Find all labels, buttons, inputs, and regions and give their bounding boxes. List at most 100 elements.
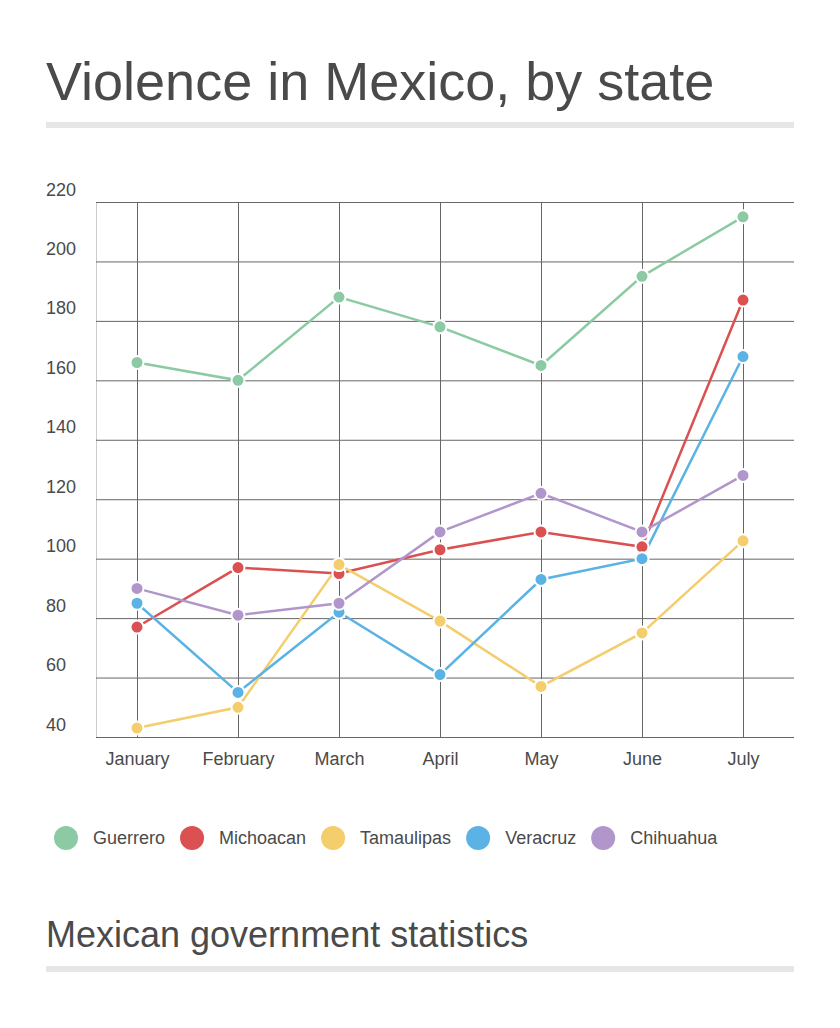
data-point	[333, 558, 346, 571]
x-tick-label: April	[422, 749, 458, 769]
data-point	[131, 597, 144, 610]
legend-item: Tamaulipas	[321, 826, 451, 850]
x-tick: January	[105, 202, 169, 769]
data-point	[131, 722, 144, 735]
y-tick-label: 40	[46, 715, 66, 735]
x-tick: February	[202, 202, 274, 769]
y-grid-line	[96, 202, 794, 203]
y-tick-label: 80	[46, 596, 66, 616]
y-tick: 40	[46, 715, 794, 738]
data-point	[232, 701, 245, 714]
data-point	[737, 210, 750, 223]
y-tick-label: 180	[46, 298, 76, 318]
data-point	[131, 582, 144, 595]
y-grid-line	[96, 559, 794, 560]
legend-item: Michoacan	[180, 826, 306, 850]
data-point	[737, 534, 750, 547]
y-tick: 200	[46, 239, 794, 262]
x-tick-label: January	[105, 749, 169, 769]
data-point	[131, 356, 144, 369]
data-point	[737, 294, 750, 307]
y-grid-line	[96, 440, 794, 441]
x-tick-label: June	[623, 749, 662, 769]
data-point	[434, 320, 447, 333]
source: Mexican government statistics	[46, 914, 528, 955]
data-point	[636, 270, 649, 283]
legend-item: Veracruz	[466, 826, 576, 850]
y-axis: 40 60 80 100 120 140 160 180 200 220	[46, 180, 794, 738]
data-point	[535, 359, 548, 372]
source-rule	[46, 966, 794, 972]
plot-area	[131, 210, 750, 734]
y-tick-label: 100	[46, 536, 76, 556]
data-point	[232, 374, 245, 387]
data-point	[535, 487, 548, 500]
x-grid-line	[339, 202, 340, 737]
data-point	[636, 626, 649, 639]
y-tick: 180	[46, 298, 794, 321]
y-tick-label: 60	[46, 655, 66, 675]
y-tick-label: 160	[46, 358, 76, 378]
x-grid-line	[137, 202, 138, 737]
y-tick-label: 220	[46, 180, 76, 200]
data-point	[737, 469, 750, 482]
data-point	[535, 573, 548, 586]
y-grid-line	[96, 261, 794, 262]
data-point	[333, 291, 346, 304]
data-point	[232, 561, 245, 574]
chart: Violence in Mexico, by state 40 60 80 100 120…	[0, 0, 840, 1028]
y-tick-label: 120	[46, 477, 76, 497]
y-tick: 140	[46, 417, 794, 440]
x-grid-line	[238, 202, 239, 737]
legend: Guerrero Michoacan Tamaulipas Veracruz Chihu…	[54, 826, 718, 850]
x-tick-label: March	[314, 749, 364, 769]
x-tick: April	[422, 202, 458, 769]
x-tick: May	[524, 202, 558, 769]
data-point	[535, 525, 548, 538]
series-line	[137, 217, 743, 380]
data-point	[131, 621, 144, 634]
data-point	[535, 680, 548, 693]
legend-label: Veracruz	[505, 828, 576, 848]
y-tick-label: 200	[46, 239, 76, 259]
x-grid-line	[440, 202, 441, 737]
legend-swatch	[180, 826, 204, 850]
legend-label: Michoacan	[219, 828, 306, 848]
data-point	[636, 552, 649, 565]
legend-swatch	[591, 826, 615, 850]
y-grid-line	[96, 380, 794, 381]
data-point	[434, 543, 447, 556]
x-tick-label: February	[202, 749, 274, 769]
series-line	[137, 357, 743, 693]
legend-item: Guerrero	[54, 826, 165, 850]
data-point	[333, 597, 346, 610]
y-grid-line	[96, 737, 794, 738]
y-tick: 160	[46, 358, 794, 381]
legend-label: Guerrero	[93, 828, 165, 848]
x-tick-label: May	[524, 749, 558, 769]
y-tick: 220	[46, 180, 794, 203]
x-grid-line	[541, 202, 542, 737]
x-tick: July	[727, 202, 759, 769]
legend-label: Tamaulipas	[360, 828, 451, 848]
data-point	[434, 668, 447, 681]
data-point	[434, 525, 447, 538]
legend-swatch	[54, 826, 78, 850]
legend-item: Chihuahua	[591, 826, 718, 850]
series-line	[137, 541, 743, 728]
title: Violence in Mexico, by state	[46, 51, 714, 111]
y-tick-label: 140	[46, 417, 76, 437]
legend-swatch	[466, 826, 490, 850]
data-point	[232, 609, 245, 622]
x-tick-label: July	[727, 749, 759, 769]
data-point	[737, 350, 750, 363]
y-grid-line	[96, 499, 794, 500]
data-point	[434, 615, 447, 628]
legend-swatch	[321, 826, 345, 850]
series-line	[137, 475, 743, 615]
legend-label: Chihuahua	[630, 828, 718, 848]
title-rule	[46, 122, 794, 128]
x-axis-line	[138, 737, 744, 738]
data-point	[636, 525, 649, 538]
x-axis: January February March April May June July	[105, 202, 759, 769]
